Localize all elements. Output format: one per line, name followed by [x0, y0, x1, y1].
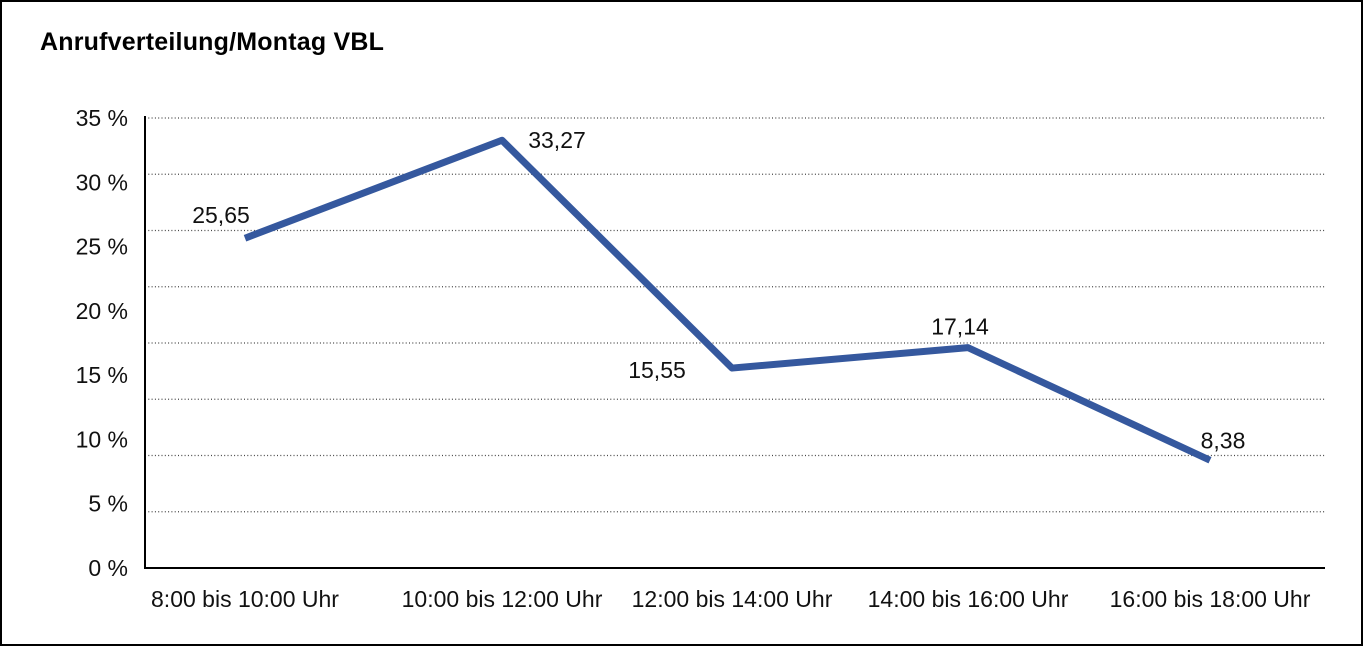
x-axis-category-label: 14:00 bis 16:00 Uhr: [868, 586, 1069, 612]
x-axis-category-label: 10:00 bis 12:00 Uhr: [402, 586, 603, 612]
chart-title: Anrufverteilung/Montag VBL: [40, 28, 385, 56]
x-axis-category-label: 8:00 bis 10:00 Uhr: [151, 586, 339, 612]
y-axis-tick-label: 20 %: [76, 298, 128, 324]
data-point-label: 25,65: [192, 202, 250, 228]
y-axis-tick-label: 15 %: [76, 362, 128, 388]
y-axis-tick-label: 5 %: [88, 491, 128, 517]
data-point-label: 17,14: [931, 314, 989, 340]
x-axis-category-label: 16:00 bis 18:00 Uhr: [1110, 586, 1311, 612]
data-line: [243, 136, 1212, 464]
data-point-label: 33,27: [528, 127, 586, 153]
y-axis-tick-label: 35 %: [76, 105, 128, 131]
y-axis-tick-label: 10 %: [76, 426, 128, 452]
x-axis-category-label: 12:00 bis 14:00 Uhr: [632, 586, 833, 612]
y-axis-tick-label: 0 %: [88, 555, 128, 581]
y-axis-tick-label: 25 %: [76, 234, 128, 260]
data-point-label: 8,38: [1201, 427, 1246, 453]
data-point-label: 15,55: [628, 357, 686, 383]
y-axis-tick-label: 30 %: [76, 169, 128, 195]
